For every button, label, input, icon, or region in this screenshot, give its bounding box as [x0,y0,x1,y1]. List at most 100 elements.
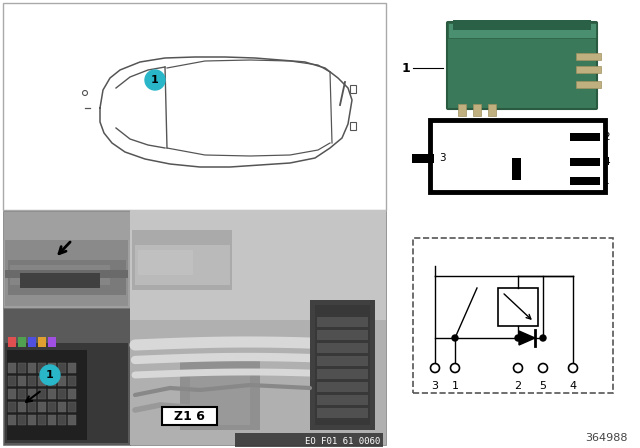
Bar [38,415,46,425]
Bar [28,337,36,347]
FancyBboxPatch shape [447,22,597,109]
Bar [38,402,46,412]
Bar [8,363,16,373]
Bar [18,363,26,373]
Bar [430,120,605,192]
Bar [190,375,250,425]
Bar [48,415,56,425]
Circle shape [451,363,460,372]
Bar [350,85,356,93]
Circle shape [515,335,521,341]
Bar [48,363,56,373]
Text: 2: 2 [515,381,522,391]
Bar [38,337,46,347]
Circle shape [540,335,546,341]
Bar [576,53,601,60]
Bar [130,210,386,320]
Bar [570,133,600,141]
Circle shape [513,363,522,372]
Bar [28,389,36,399]
Circle shape [452,335,458,341]
Bar [317,369,368,379]
Bar [8,402,16,412]
Bar [317,408,368,418]
Bar [130,211,386,445]
Bar [28,376,36,386]
Bar [453,20,591,30]
Bar [28,402,36,412]
Bar [20,273,100,288]
Text: 3: 3 [439,153,445,163]
Text: 5: 5 [514,165,520,175]
Bar [28,363,36,373]
Bar [180,360,260,430]
Text: 3: 3 [431,381,438,391]
Bar [68,389,76,399]
Bar [58,402,66,412]
Bar [10,265,110,285]
Bar [48,389,56,399]
Bar [8,415,16,425]
Circle shape [431,363,440,372]
Bar [3,3,386,210]
Bar [5,270,128,278]
Bar [38,363,46,373]
Bar [448,23,596,38]
Bar [8,337,16,347]
Bar [512,158,521,180]
Text: EO F01 61 0060: EO F01 61 0060 [305,436,380,445]
Text: 4: 4 [570,381,577,391]
Bar [448,23,596,108]
Text: 2: 2 [603,132,610,142]
Bar [18,415,26,425]
Bar [38,389,46,399]
Bar [58,389,66,399]
Bar [310,300,375,430]
Bar [68,363,76,373]
Text: 5: 5 [540,381,547,391]
Bar [3,308,130,445]
Bar [28,415,36,425]
Text: 4: 4 [603,157,610,167]
Bar [317,343,368,353]
Text: 1: 1 [451,381,458,391]
Bar [8,376,16,386]
Bar [235,433,383,447]
Bar [130,320,386,445]
Bar [8,389,16,399]
Bar [162,407,217,425]
Bar [317,382,368,392]
Circle shape [145,70,165,90]
Bar [5,251,128,306]
Bar [18,376,26,386]
Bar [317,395,368,405]
Bar [18,337,26,347]
Bar [576,66,601,73]
Bar [58,415,66,425]
Bar [68,376,76,386]
Bar [317,317,368,327]
Bar [18,389,26,399]
Bar [18,402,26,412]
Circle shape [568,363,577,372]
Bar [570,177,600,185]
Bar [68,402,76,412]
Text: Z1 6: Z1 6 [173,409,204,422]
Text: 364988: 364988 [586,433,628,443]
Bar [458,104,466,116]
Bar [7,350,87,440]
Circle shape [40,365,60,385]
Bar [48,402,56,412]
Text: 1: 1 [46,370,54,380]
Bar [135,245,230,285]
Bar [570,158,600,166]
Bar [38,376,46,386]
Bar [138,250,193,275]
Bar [412,154,434,163]
Bar [68,415,76,425]
Bar [48,376,56,386]
Bar [5,240,128,270]
Bar [498,288,538,326]
Text: 1: 1 [401,61,410,74]
Bar [315,305,370,425]
